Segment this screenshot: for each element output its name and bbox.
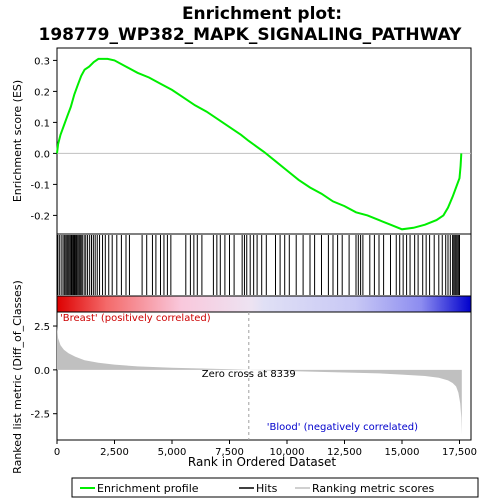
x-tick-label: 2,500 bbox=[100, 447, 129, 458]
legend-frame bbox=[71, 477, 479, 498]
es-y-tick-label: 0.1 bbox=[34, 118, 50, 129]
hits-panel-frame bbox=[56, 233, 472, 297]
metric-y-tick-label: 2.5 bbox=[34, 322, 50, 333]
zero-cross-label: Zero cross at 8339 bbox=[202, 369, 296, 380]
legend-es-label: Enrichment profile bbox=[97, 482, 199, 495]
chart-title-line1: Enrichment plot: bbox=[182, 4, 342, 24]
x-tick-label: 7,500 bbox=[215, 447, 244, 458]
positive-class-label: 'Breast' (positively correlated) bbox=[60, 313, 211, 324]
metric-y-tick-label: 0.0 bbox=[34, 366, 50, 377]
legend-metric-label: Ranking metric scores bbox=[312, 482, 434, 495]
es-y-tick-label: -0.2 bbox=[30, 211, 50, 222]
enrichment-profile-line bbox=[56, 57, 463, 231]
chart-title-line2: 198779_WP382_MAPK_SIGNALING_PATHWAY bbox=[38, 25, 462, 45]
es-y-tick-label: 0.0 bbox=[34, 149, 50, 160]
x-tick-label: 17,500 bbox=[442, 447, 477, 458]
metric-panel-frame bbox=[56, 311, 472, 441]
es-y-tick-label: 0.3 bbox=[34, 56, 50, 67]
x-axis-label: Rank in Ordered Dataset bbox=[188, 455, 336, 469]
x-tick-label: 12,500 bbox=[327, 447, 362, 458]
es-panel: -0.2 -0.1 0.0 0.1 0.2 0.3 Enrichment score (E… bbox=[11, 47, 472, 235]
x-tick-label: 10,000 bbox=[270, 447, 305, 458]
legend-hits-label: Hits bbox=[256, 482, 278, 495]
rank-color-bar bbox=[56, 295, 472, 313]
legend: Enrichment profile Hits Ranking metric s… bbox=[71, 477, 479, 498]
es-panel-frame bbox=[56, 47, 472, 235]
metric-panel: -2.5 0.0 2.5 'Breast' (positively correlat… bbox=[11, 280, 472, 474]
es-y-tick-label: -0.1 bbox=[30, 180, 50, 191]
metric-y-tick-label: -2.5 bbox=[30, 410, 50, 421]
negative-class-label: 'Blood' (negatively correlated) bbox=[267, 422, 418, 433]
hits-panel bbox=[56, 233, 472, 297]
es-y-axis-label: Enrichment score (ES) bbox=[11, 80, 24, 202]
es-y-tick-label: 0.2 bbox=[34, 87, 50, 98]
metric-y-axis-label: Ranked list metric (Diff_of_Classes) bbox=[11, 280, 24, 474]
x-tick-label: 0 bbox=[54, 447, 60, 458]
x-tick-label: 15,000 bbox=[385, 447, 420, 458]
x-tick-label: 5,000 bbox=[158, 447, 187, 458]
